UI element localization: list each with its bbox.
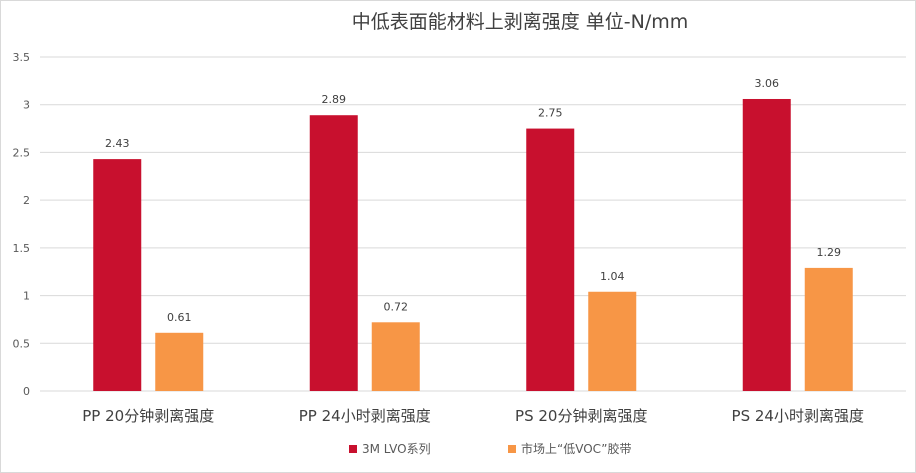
- chart-title: 中低表面能材料上剥离强度 单位-N/mm: [352, 11, 689, 33]
- bar-series2-2: [588, 291, 637, 391]
- bar-series1-2: [526, 128, 575, 392]
- y-tick-label: 1.5: [13, 242, 31, 255]
- bar-series2-3: [804, 267, 853, 391]
- y-tick-label: 2.5: [13, 146, 31, 159]
- y-tick-label: 2: [23, 194, 30, 207]
- x-category-label: PP 20分钟剥离强度: [82, 407, 214, 425]
- data-label: 3.06: [755, 77, 780, 90]
- data-label: 1.29: [817, 246, 842, 259]
- bar-series1-1: [309, 115, 358, 391]
- data-label: 2.43: [105, 137, 130, 150]
- y-tick-label: 3: [23, 99, 30, 112]
- bars: 2.43 0.61 2.89 0.72 2.75 1.04 3.06 1.29: [93, 77, 853, 392]
- y-axis-ticks: 0 0.5 1 1.5 2 2.5 3 3.5: [13, 51, 31, 398]
- y-tick-label: 1: [23, 290, 30, 303]
- x-category-label: PS 20分钟剥离强度: [515, 407, 647, 425]
- data-label: 0.61: [167, 311, 192, 324]
- bar-series2-1: [371, 322, 420, 391]
- y-tick-label: 0.5: [13, 337, 31, 350]
- bar-series2-0: [155, 332, 204, 391]
- data-label: 1.04: [600, 270, 625, 283]
- data-label: 2.75: [538, 107, 563, 120]
- legend: 3M LVO系列 市场上“低VOC”胶带: [349, 441, 631, 456]
- legend-label: 市场上“低VOC”胶带: [521, 441, 631, 456]
- bar-series1-0: [93, 159, 142, 391]
- x-category-label: PS 24小时剥离强度: [732, 407, 864, 425]
- data-label: 2.89: [322, 93, 347, 106]
- y-tick-label: 0: [23, 385, 30, 398]
- data-label: 0.72: [384, 300, 409, 313]
- bar-series1-3: [742, 98, 791, 391]
- x-category-label: PP 24小时剥离强度: [299, 407, 431, 425]
- legend-swatch: [349, 445, 357, 453]
- legend-label: 3M LVO系列: [362, 442, 431, 456]
- x-axis-categories: PP 20分钟剥离强度 PP 24小时剥离强度 PS 20分钟剥离强度 PS 24小时…: [82, 407, 864, 425]
- y-tick-label: 3.5: [13, 51, 31, 64]
- legend-swatch: [508, 445, 516, 453]
